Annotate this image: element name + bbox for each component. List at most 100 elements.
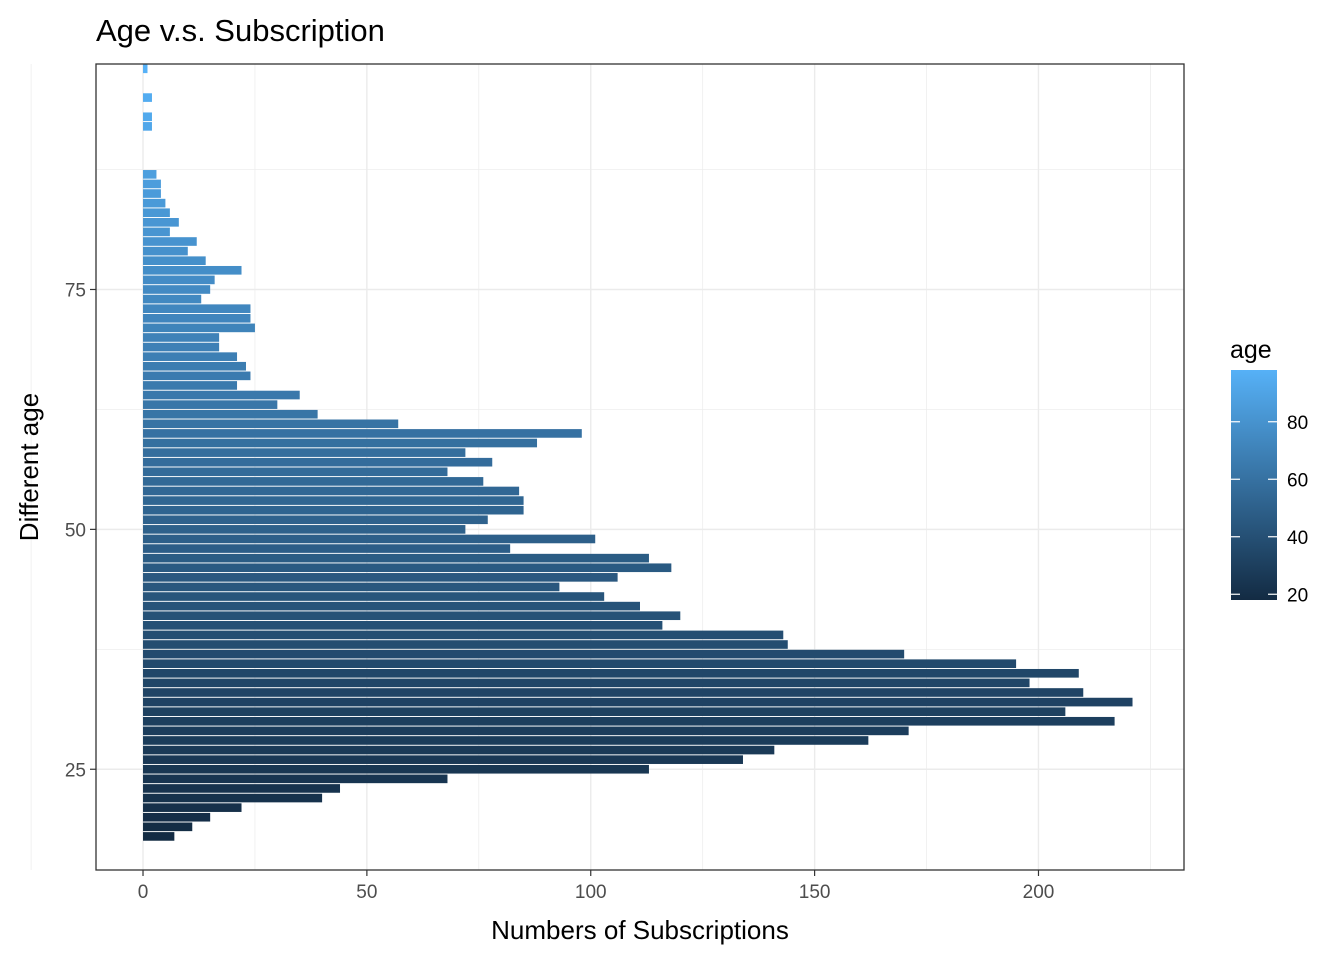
x-axis: 0 50 100 150 200 xyxy=(138,870,1055,903)
bar-age-19 xyxy=(143,822,193,832)
bar-age-57 xyxy=(143,457,493,467)
bar-age-53 xyxy=(143,496,524,505)
colorbar-label: 60 xyxy=(1287,470,1308,491)
bar-age-46 xyxy=(143,563,672,573)
bar-age-61 xyxy=(143,419,399,429)
bar-age-51 xyxy=(143,515,488,525)
bar-age-45 xyxy=(143,573,618,582)
bar-age-72 xyxy=(143,313,251,323)
plot-panel xyxy=(30,63,1185,871)
bar-age-33 xyxy=(143,688,1084,697)
bar-age-39 xyxy=(143,630,784,640)
x-tick-label: 0 xyxy=(138,882,149,903)
bar-age-81 xyxy=(143,227,170,237)
bar-age-18 xyxy=(143,832,175,841)
bar-age-44 xyxy=(143,582,560,592)
bar-age-34 xyxy=(143,678,1030,688)
bar-age-64 xyxy=(143,390,300,400)
y-tick-label: 75 xyxy=(65,280,86,301)
bar-age-67 xyxy=(143,361,246,371)
bar-age-76 xyxy=(143,275,215,285)
legend: age 20 40 60 80 xyxy=(1230,336,1308,606)
panel-background xyxy=(96,64,1184,870)
bar-age-78 xyxy=(143,256,206,266)
x-tick-label: 50 xyxy=(356,882,377,903)
bar-age-79 xyxy=(143,246,188,256)
y-axis: 25 50 75 xyxy=(65,280,96,781)
bar-age-41 xyxy=(143,611,681,621)
bar-age-86 xyxy=(143,179,161,189)
y-tick-label: 50 xyxy=(65,520,86,541)
bar-age-48 xyxy=(143,544,511,553)
bar-age-83 xyxy=(143,208,170,218)
bar-age-59 xyxy=(143,438,538,448)
bar-age-62 xyxy=(143,409,318,419)
bar-age-55 xyxy=(143,477,484,486)
bar-age-52 xyxy=(143,505,524,515)
bar-age-93 xyxy=(143,112,152,122)
panel-border xyxy=(95,63,1185,871)
colorbar xyxy=(1231,370,1277,600)
bar-age-66 xyxy=(143,371,251,381)
chart-title: Age v.s. Subscription xyxy=(96,13,385,48)
bar-age-26 xyxy=(143,755,743,764)
bar-age-23 xyxy=(143,784,341,793)
x-tick-label: 200 xyxy=(1023,882,1055,903)
bar-age-36 xyxy=(143,659,1017,669)
bar-age-31 xyxy=(143,707,1066,716)
bar-age-40 xyxy=(143,621,663,630)
bar-age-49 xyxy=(143,534,596,544)
y-tick-label: 25 xyxy=(65,760,86,781)
bar-age-47 xyxy=(143,553,649,563)
bar-age-75 xyxy=(143,285,211,294)
bar-age-56 xyxy=(143,467,448,477)
bar-age-24 xyxy=(143,774,448,784)
bar-age-87 xyxy=(143,170,157,179)
x-tick-label: 150 xyxy=(799,882,831,903)
bar-age-74 xyxy=(143,294,202,304)
colorbar-label: 40 xyxy=(1287,528,1308,549)
bar-age-43 xyxy=(143,592,605,601)
bar-age-69 xyxy=(143,342,220,352)
bar-age-28 xyxy=(143,736,869,745)
bar-age-21 xyxy=(143,803,242,812)
bar-age-50 xyxy=(143,525,466,534)
bar-age-25 xyxy=(143,764,649,774)
bar-age-20 xyxy=(143,812,211,822)
bar-age-22 xyxy=(143,793,323,803)
grid-lines xyxy=(30,64,1184,870)
bar-age-63 xyxy=(143,400,278,409)
bar-age-73 xyxy=(143,304,251,313)
bar-age-60 xyxy=(143,429,582,438)
x-axis-title: Numbers of Subscriptions xyxy=(491,915,789,945)
y-axis-title: Different age xyxy=(14,393,44,541)
bar-age-32 xyxy=(143,697,1133,707)
bar-age-70 xyxy=(143,333,220,342)
bar-age-42 xyxy=(143,601,641,611)
colorbar-label: 20 xyxy=(1287,585,1308,606)
bar-age-30 xyxy=(143,716,1115,726)
bar-age-54 xyxy=(143,486,520,496)
colorbar-label: 80 xyxy=(1287,413,1308,434)
bar-age-80 xyxy=(143,237,197,246)
x-tick-label: 100 xyxy=(575,882,607,903)
bar-age-38 xyxy=(143,640,788,649)
bar-age-68 xyxy=(143,352,238,361)
colorbar-ticks: 20 40 60 80 xyxy=(1231,413,1308,606)
bar-age-84 xyxy=(143,198,166,208)
bar-age-98 xyxy=(143,64,148,74)
bar-age-92 xyxy=(143,122,152,131)
bar-age-35 xyxy=(143,668,1079,678)
bar-age-27 xyxy=(143,745,775,755)
legend-title: age xyxy=(1230,336,1272,364)
bar-age-95 xyxy=(143,93,152,102)
bar-age-29 xyxy=(143,726,909,736)
bar-age-65 xyxy=(143,381,238,390)
bar-age-77 xyxy=(143,265,242,275)
bar-age-82 xyxy=(143,218,179,227)
bar-age-85 xyxy=(143,189,161,198)
bars xyxy=(143,64,1133,841)
bar-age-71 xyxy=(143,323,255,333)
bar-age-58 xyxy=(143,448,466,457)
